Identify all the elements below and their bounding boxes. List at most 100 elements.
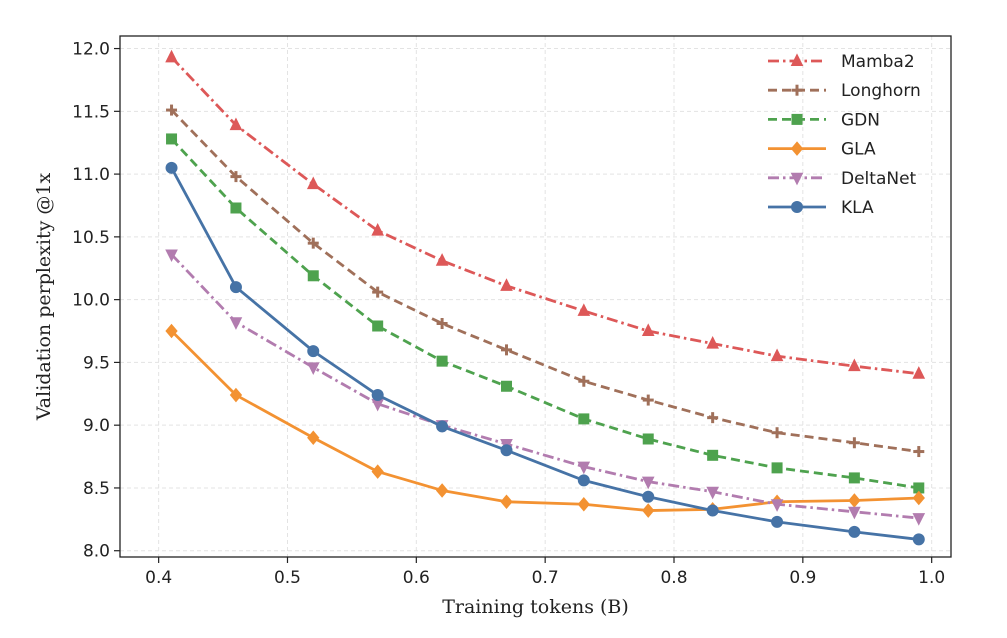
data-point-gdn (578, 413, 590, 425)
legend-item-kla: KLA (768, 198, 874, 218)
y-tick-label: 12.0 (72, 40, 110, 60)
data-point-kla (371, 389, 384, 402)
data-point-deltanet (229, 317, 243, 330)
data-point-mamba2 (912, 366, 926, 379)
data-point-longhorn (707, 412, 719, 424)
data-point-gdn (642, 433, 654, 445)
data-point-gla (307, 430, 320, 446)
data-point-kla (577, 474, 590, 487)
data-point-kla (848, 525, 861, 538)
data-point-gdn (501, 380, 513, 392)
data-point-longhorn (307, 237, 319, 249)
legend: Mamba2 Longhorn GDN GLA DeltaNet KLA (768, 52, 921, 218)
data-point-longhorn (771, 427, 783, 439)
data-point-longhorn (501, 344, 513, 356)
data-point-longhorn (166, 104, 178, 116)
data-point-gla (435, 483, 449, 498)
data-point-deltanet (641, 476, 655, 490)
data-point-deltanet (912, 513, 926, 526)
legend-label-gla: GLA (841, 140, 876, 160)
x-axis-label: Training tokens (B) (442, 596, 629, 618)
series-line-deltanet (170, 253, 919, 520)
data-point-gdn (707, 449, 719, 461)
data-point-gla (642, 503, 655, 518)
legend-marker-longhorn (791, 84, 803, 96)
data-point-longhorn (642, 394, 654, 406)
legend-item-mamba2: Mamba2 (768, 52, 915, 72)
y-tick-label: 8.0 (83, 542, 110, 562)
series-line-mamba2 (170, 56, 919, 376)
data-point-deltanet (306, 362, 320, 376)
y-axis-label: Validation perplexity @1x (33, 173, 55, 422)
data-point-longhorn (913, 446, 925, 458)
data-point-kla (912, 533, 925, 546)
data-point-deltanet (165, 249, 178, 263)
data-point-kla (165, 161, 178, 174)
data-point-deltanet (770, 499, 784, 512)
data-point-mamba2 (770, 348, 784, 362)
y-tick-label: 10.0 (72, 291, 110, 311)
data-point-gdn (166, 133, 178, 145)
data-point-mamba2 (500, 278, 513, 291)
y-tick-label: 8.5 (83, 479, 110, 499)
data-point-kla (436, 420, 449, 433)
legend-marker-gdn (791, 113, 803, 125)
series-line-gdn (170, 137, 920, 490)
y-tick-label: 11.0 (72, 165, 110, 185)
data-point-gdn (436, 355, 448, 367)
data-point-longhorn (578, 375, 590, 387)
x-tick-label: 0.4 (145, 568, 172, 588)
series-gdn (166, 133, 925, 494)
legend-marker-kla (791, 201, 803, 213)
data-point-mamba2 (641, 323, 655, 337)
legend-item-deltanet: DeltaNet (768, 169, 917, 189)
data-point-mamba2 (371, 222, 384, 236)
data-point-kla (229, 281, 242, 294)
x-tick-label: 1.0 (918, 568, 945, 588)
legend-label-gdn: GDN (841, 110, 880, 130)
data-point-gla (577, 496, 590, 512)
data-point-longhorn (230, 171, 242, 183)
data-point-longhorn (848, 437, 860, 449)
series-lines (165, 49, 926, 546)
data-point-gdn (771, 462, 783, 474)
legend-label-longhorn: Longhorn (841, 81, 921, 101)
data-point-longhorn (372, 286, 384, 298)
data-point-kla (500, 444, 513, 457)
legend-marker-mamba2 (790, 53, 804, 66)
x-tick-label: 0.8 (660, 568, 687, 588)
data-point-gla (165, 323, 178, 339)
data-point-deltanet (577, 461, 591, 475)
data-point-deltanet (706, 486, 719, 500)
legend-item-gdn: GDN (768, 110, 880, 130)
data-point-gla (912, 490, 925, 506)
axes: 0.4 0.5 0.6 0.7 0.8 0.9 1.0 8.0 8.5 9.0 9.5 10.0 10.… (72, 40, 945, 588)
data-point-gdn (307, 270, 319, 282)
y-tick-label: 9.0 (83, 416, 110, 436)
data-point-kla (642, 490, 655, 503)
y-tick-label: 11.5 (72, 102, 110, 122)
series-line-kla (170, 167, 919, 541)
series-kla (165, 161, 925, 546)
data-point-mamba2 (848, 358, 861, 372)
legend-label-kla: KLA (841, 198, 874, 218)
x-tick-label: 0.9 (789, 568, 816, 588)
data-point-gdn (848, 472, 860, 484)
data-point-gla (848, 493, 861, 508)
data-point-mamba2 (706, 335, 719, 349)
data-point-mamba2 (577, 303, 591, 316)
legend-label-deltanet: DeltaNet (841, 169, 917, 189)
data-point-mamba2 (165, 49, 178, 63)
plot-frame (119, 35, 952, 558)
data-point-kla (771, 515, 784, 528)
grid (120, 36, 951, 557)
legend-marker-gla (790, 141, 804, 156)
data-point-gdn (372, 320, 384, 332)
series-line-gla (170, 330, 919, 512)
data-point-kla (307, 345, 320, 358)
legend-item-gla: GLA (768, 140, 876, 160)
legend-item-longhorn: Longhorn (768, 81, 921, 101)
series-mamba2 (165, 49, 926, 379)
